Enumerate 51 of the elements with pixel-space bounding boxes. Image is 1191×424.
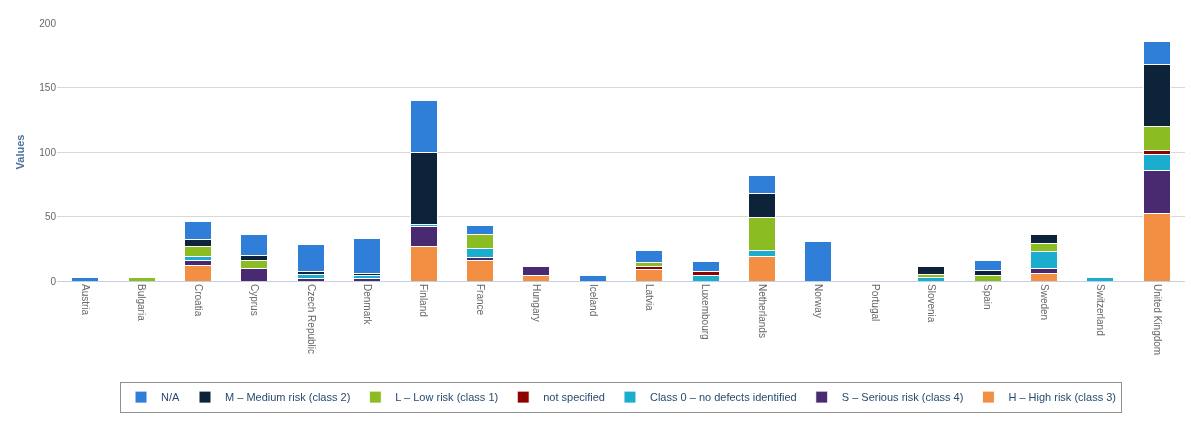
bar <box>465 259 495 281</box>
x-tick-label: Finland <box>418 284 430 317</box>
legend-label: S – Serious risk (class 4) <box>841 391 964 404</box>
bar <box>804 240 833 281</box>
y-tick-label: 200 <box>39 17 57 29</box>
bar <box>691 261 720 273</box>
x-tick-label: Portugal <box>869 284 881 322</box>
x-tick-label: United Kingdom <box>1151 284 1163 356</box>
y-tick-label: 100 <box>39 146 57 158</box>
legend-label: M – Medium risk (class 2) <box>225 391 351 404</box>
bar <box>747 255 777 281</box>
legend-label: Class 0 – no defects identified <box>649 391 797 404</box>
x-tick-label: Switzerland <box>1095 284 1107 336</box>
x-tick-label: Hungary <box>531 284 543 322</box>
x-tick-label: Latvia <box>643 284 655 312</box>
x-tick-label: Denmark <box>361 284 373 326</box>
x-tick-label: Cyprus <box>249 284 261 316</box>
bar <box>635 268 664 281</box>
bar <box>691 275 720 281</box>
x-tick-label: Luxembourg <box>700 284 712 340</box>
bar <box>973 275 1002 281</box>
y-tick-label: 150 <box>39 82 57 93</box>
y-tick-label: 0 <box>50 275 57 287</box>
legend-label: H – High risk (class 3) <box>1008 391 1116 404</box>
x-tick-label: Austria <box>79 284 91 316</box>
bar <box>1086 276 1115 281</box>
bar <box>183 265 213 281</box>
legend-label: L – Low risk (class 1) <box>395 391 499 404</box>
x-tick-label: France <box>474 284 486 316</box>
y-axis-title: Values <box>13 134 26 170</box>
x-tick-label: Netherlands <box>756 284 768 338</box>
x-tick-label: Norway <box>813 284 825 318</box>
bar <box>353 237 382 274</box>
bar <box>71 276 100 281</box>
y-tick-label: 50 <box>44 211 57 222</box>
x-tick-label: Czech Republic <box>305 284 317 355</box>
x-tick-label: Sweden <box>1038 284 1050 321</box>
x-tick-label: Croatia <box>192 284 204 317</box>
legend-label: N/A <box>161 391 180 404</box>
bar <box>635 249 664 264</box>
bar <box>973 259 1002 272</box>
legend-label: not specified <box>543 391 605 404</box>
bar <box>917 266 946 276</box>
x-tick-label: Iceland <box>587 284 599 317</box>
bar <box>578 275 607 281</box>
x-tick-label: Spain <box>982 284 994 310</box>
bar <box>127 276 156 281</box>
x-tick-label: Slovenia <box>925 284 937 323</box>
bar <box>296 244 325 273</box>
x-tick-label: Bulgaria <box>136 284 148 322</box>
bar <box>522 266 551 277</box>
